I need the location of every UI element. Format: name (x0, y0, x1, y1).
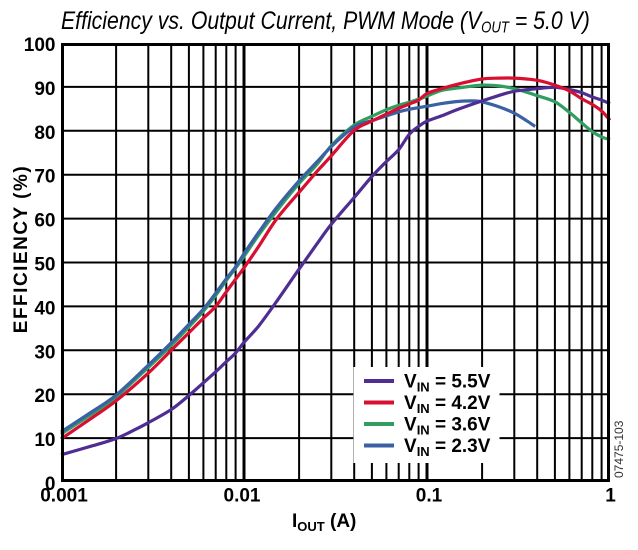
svg-text:90: 90 (34, 79, 55, 100)
svg-text:VIN = 5.5V: VIN = 5.5V (404, 372, 491, 395)
svg-text:0.01: 0.01 (224, 486, 261, 507)
svg-text:10: 10 (34, 430, 55, 451)
svg-text:0: 0 (45, 474, 56, 495)
svg-text:0.1: 0.1 (416, 486, 443, 507)
svg-text:70: 70 (34, 167, 55, 188)
svg-text:20: 20 (34, 386, 55, 407)
svg-text:80: 80 (34, 123, 55, 144)
svg-text:50: 50 (34, 255, 55, 276)
svg-text:60: 60 (34, 211, 55, 232)
svg-text:40: 40 (34, 298, 55, 319)
svg-text:1: 1 (605, 486, 616, 507)
svg-text:100: 100 (24, 35, 56, 56)
svg-text:07475-103: 07475-103 (612, 420, 626, 478)
svg-text:EFFICIENCY (%): EFFICIENCY (%) (11, 165, 32, 333)
svg-text:Efficiency vs. Output Current,: Efficiency vs. Output Current, PWM Mode … (61, 6, 590, 36)
svg-text:0.001: 0.001 (40, 486, 88, 507)
svg-text:30: 30 (34, 342, 55, 363)
